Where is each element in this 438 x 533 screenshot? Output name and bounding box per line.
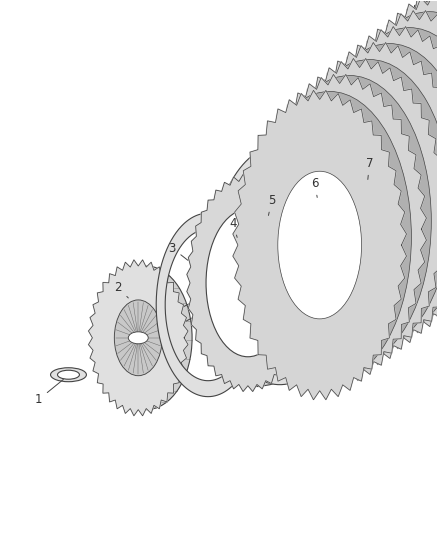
Text: 2: 2 (115, 281, 128, 298)
Polygon shape (233, 91, 406, 400)
Ellipse shape (378, 92, 438, 239)
Ellipse shape (114, 300, 162, 376)
Polygon shape (156, 213, 245, 397)
Polygon shape (227, 278, 258, 290)
Ellipse shape (298, 155, 381, 303)
Polygon shape (392, 0, 438, 272)
Ellipse shape (407, 0, 438, 255)
Ellipse shape (437, 44, 438, 191)
Ellipse shape (318, 139, 401, 287)
Ellipse shape (348, 12, 438, 303)
Ellipse shape (100, 266, 192, 410)
Polygon shape (313, 27, 438, 336)
Polygon shape (393, 0, 438, 280)
Ellipse shape (220, 209, 304, 357)
Ellipse shape (57, 370, 79, 379)
Polygon shape (344, 110, 434, 269)
Ellipse shape (268, 76, 431, 367)
Polygon shape (273, 59, 438, 368)
Text: 7: 7 (366, 157, 373, 180)
Polygon shape (187, 174, 309, 392)
Polygon shape (285, 158, 374, 317)
Ellipse shape (388, 0, 438, 271)
Polygon shape (325, 126, 414, 285)
Ellipse shape (238, 280, 252, 286)
Polygon shape (88, 260, 188, 416)
Polygon shape (424, 46, 438, 205)
Ellipse shape (397, 76, 438, 223)
Ellipse shape (328, 28, 438, 319)
Polygon shape (304, 142, 395, 301)
Polygon shape (364, 94, 438, 253)
Polygon shape (353, 0, 438, 304)
Ellipse shape (248, 92, 411, 383)
Text: 3: 3 (169, 241, 188, 260)
Polygon shape (253, 75, 427, 384)
Text: 6: 6 (311, 177, 318, 197)
Ellipse shape (288, 60, 438, 351)
Polygon shape (372, 0, 438, 288)
Ellipse shape (206, 209, 290, 357)
Polygon shape (293, 43, 438, 352)
Polygon shape (212, 146, 337, 385)
Text: 5: 5 (268, 193, 276, 215)
Ellipse shape (367, 0, 438, 287)
Polygon shape (384, 78, 438, 237)
Text: 4: 4 (229, 216, 237, 237)
Ellipse shape (417, 60, 438, 207)
Ellipse shape (278, 171, 361, 319)
Ellipse shape (50, 368, 86, 382)
Polygon shape (332, 11, 438, 320)
Text: 1: 1 (35, 379, 64, 406)
Ellipse shape (308, 44, 438, 335)
Polygon shape (404, 62, 438, 221)
Ellipse shape (357, 108, 438, 255)
Ellipse shape (338, 123, 421, 271)
Ellipse shape (128, 332, 148, 344)
Ellipse shape (204, 180, 320, 386)
